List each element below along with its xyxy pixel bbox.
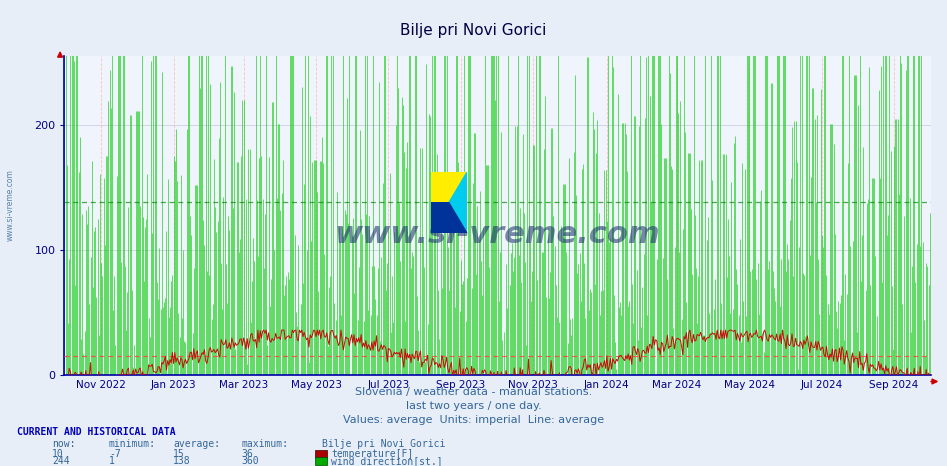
Text: wind direction[st.]: wind direction[st.] [331,456,443,466]
Text: 244: 244 [52,456,70,466]
Text: 15: 15 [173,449,185,459]
Text: minimum:: minimum: [109,439,156,449]
Text: temperature[F]: temperature[F] [331,449,414,459]
Text: maximum:: maximum: [241,439,289,449]
Text: 360: 360 [241,456,259,466]
Text: 10: 10 [52,449,63,459]
Text: www.si-vreme.com: www.si-vreme.com [335,220,660,249]
Text: 138: 138 [173,456,191,466]
Text: average:: average: [173,439,221,449]
Text: 36: 36 [241,449,253,459]
Text: now:: now: [52,439,76,449]
Text: Values: average  Units: imperial  Line: average: Values: average Units: imperial Line: av… [343,415,604,425]
Text: last two years / one day.: last two years / one day. [405,401,542,411]
Text: Slovenia / weather data - manual stations.: Slovenia / weather data - manual station… [355,387,592,397]
Text: www.si-vreme.com: www.si-vreme.com [6,169,15,241]
Text: Bilje pri Novi Gorici: Bilje pri Novi Gorici [322,439,445,449]
Polygon shape [431,172,467,203]
Text: 1: 1 [109,456,115,466]
Polygon shape [431,203,467,233]
Text: Bilje pri Novi Gorici: Bilje pri Novi Gorici [401,23,546,38]
Polygon shape [449,172,467,233]
Text: -7: -7 [109,449,120,459]
Text: CURRENT AND HISTORICAL DATA: CURRENT AND HISTORICAL DATA [17,427,176,438]
